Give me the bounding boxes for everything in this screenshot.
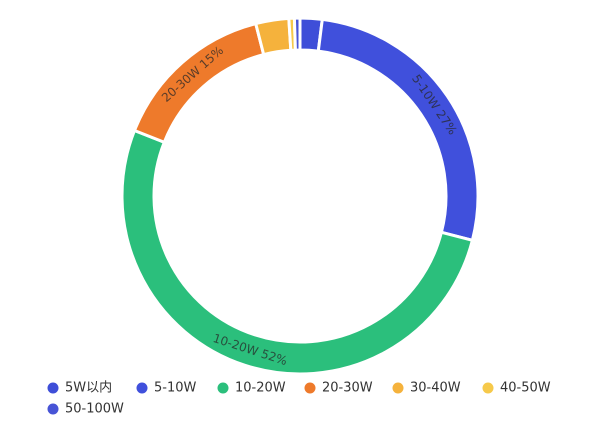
donut-segment <box>254 16 293 57</box>
donut-segment <box>292 16 302 52</box>
legend-label: 30-40W <box>410 381 461 396</box>
donut-segment <box>133 22 266 144</box>
legend-label: 40-50W <box>500 381 551 396</box>
legend-swatch <box>47 382 59 394</box>
legend-label: 5-10W <box>154 381 197 396</box>
legend-label: 50-100W <box>65 402 124 417</box>
legend-swatch <box>482 382 494 394</box>
legend-label: 5W以内 <box>65 380 112 396</box>
legend-swatch <box>47 403 59 415</box>
legend-swatch <box>304 382 316 394</box>
donut-segment <box>120 128 474 376</box>
legend-swatch <box>392 382 404 394</box>
legend-swatch <box>217 382 229 394</box>
legend-swatch <box>136 382 148 394</box>
legend-label: 20-30W <box>322 381 373 396</box>
legend-label: 10-20W <box>235 381 286 396</box>
